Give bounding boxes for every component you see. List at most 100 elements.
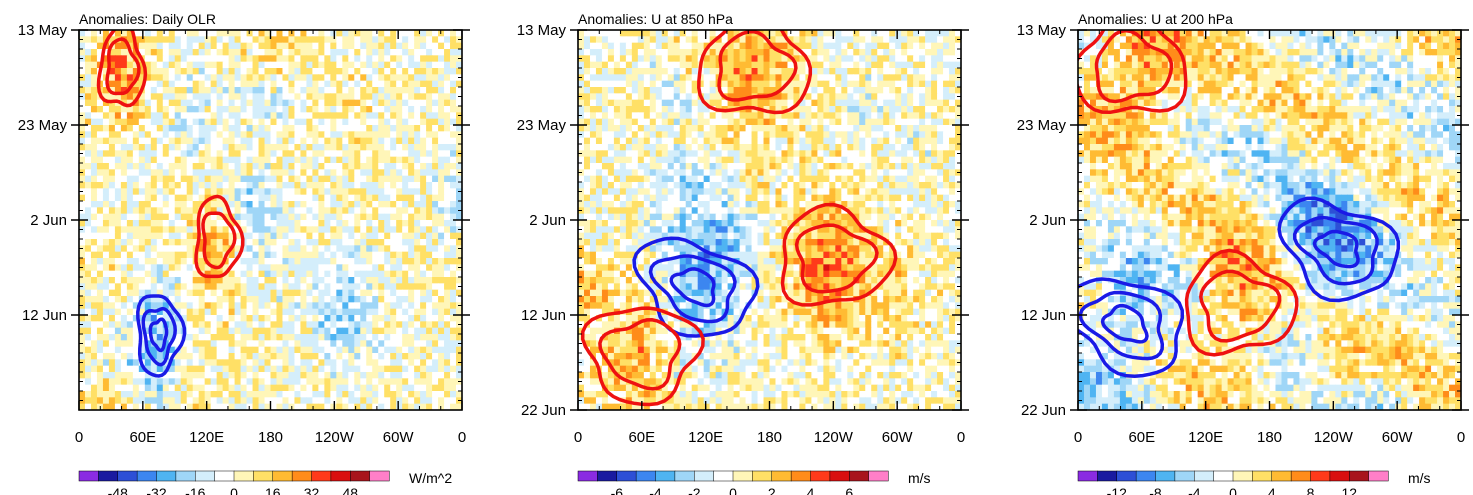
- heatmap-cell: [366, 93, 373, 101]
- heatmap-cell: [384, 175, 391, 183]
- heatmap-cell: [733, 42, 741, 50]
- heatmap-cell: [150, 49, 158, 56]
- heatmap-cell: [318, 30, 325, 37]
- colorbar-swatch: [311, 470, 332, 482]
- heatmap-cell: [372, 391, 379, 398]
- heatmap-cell: [132, 277, 140, 284]
- heatmap-cell: [390, 118, 397, 126]
- heatmap-cell: [228, 321, 236, 329]
- heatmap-cell: [216, 175, 224, 183]
- heatmap-cell: [222, 93, 230, 101]
- heatmap-cell: [174, 226, 182, 234]
- heatmap-cell: [228, 340, 236, 348]
- heatmap-cell: [739, 68, 747, 75]
- heatmap-cell: [330, 327, 337, 335]
- heatmap-cell: [204, 264, 212, 272]
- heatmap-cell: [414, 106, 421, 113]
- heatmap-cell: [420, 308, 427, 316]
- heatmap-cell: [342, 232, 349, 240]
- heatmap-cell: [342, 49, 349, 56]
- heatmap-cell: [823, 42, 830, 50]
- heatmap-cell: [162, 239, 170, 246]
- heatmap-cell: [408, 232, 415, 240]
- heatmap-cell: [877, 80, 884, 88]
- heatmap-cell: [360, 403, 367, 410]
- heatmap-cell: [312, 144, 319, 151]
- heatmap-cell: [102, 391, 110, 398]
- heatmap-cell: [114, 258, 122, 265]
- heatmap-cell: [601, 118, 609, 126]
- heatmap-cell: [186, 144, 194, 151]
- heatmap-cell: [126, 99, 134, 107]
- heatmap-cell: [667, 112, 675, 120]
- heatmap-cell: [366, 163, 373, 170]
- heatmap-cell: [240, 226, 248, 234]
- heatmap-cell: [432, 213, 439, 221]
- heatmap-cell: [318, 80, 325, 88]
- heatmap-cell: [144, 321, 152, 329]
- heatmap-cell: [372, 302, 379, 310]
- heatmap-cell: [372, 315, 379, 322]
- heatmap-cell: [619, 42, 627, 50]
- heatmap-cell: [366, 144, 373, 151]
- heatmap-cell: [769, 74, 777, 82]
- heatmap-cell: [871, 36, 878, 44]
- heatmap-cell: [246, 163, 254, 170]
- heatmap-cell: [817, 80, 824, 88]
- heatmap-cell: [96, 359, 104, 367]
- heatmap-cell: [589, 49, 597, 56]
- heatmap-cell: [174, 327, 182, 335]
- heatmap-cell: [330, 188, 337, 196]
- heatmap-cell: [432, 156, 439, 164]
- heatmap-cell: [877, 68, 884, 75]
- heatmap-cell: [144, 61, 152, 69]
- heatmap-cell: [180, 169, 188, 177]
- colorbar-swatch: [233, 470, 254, 482]
- heatmap-cell: [102, 384, 110, 392]
- heatmap-cell: [384, 30, 391, 37]
- heatmap-cell: [264, 68, 272, 75]
- heatmap-cell: [258, 144, 266, 151]
- heatmap-cell: [847, 93, 854, 101]
- heatmap-cell: [120, 296, 128, 303]
- heatmap-cell: [192, 334, 200, 341]
- heatmap-cell: [79, 384, 86, 392]
- heatmap-cell: [366, 213, 373, 221]
- heatmap-cell: [120, 359, 128, 367]
- heatmap-cell: [438, 137, 445, 145]
- heatmap-cell: [366, 346, 373, 354]
- heatmap-cell: [877, 93, 884, 101]
- heatmap-cell: [366, 353, 373, 360]
- heatmap-cell: [258, 131, 266, 139]
- heatmap-cell: [366, 30, 373, 37]
- heatmap-cell: [324, 308, 331, 316]
- heatmap-cell: [144, 270, 152, 278]
- heatmap-cell: [360, 213, 367, 221]
- heatmap-cell: [390, 93, 397, 101]
- heatmap-cell: [186, 359, 194, 367]
- heatmap-cell: [252, 201, 260, 208]
- heatmap-cell: [378, 112, 385, 120]
- heatmap-cell: [288, 353, 296, 360]
- heatmap-cell: [174, 232, 182, 240]
- heatmap-cell: [607, 118, 615, 126]
- heatmap-cell: [426, 296, 433, 303]
- heatmap-cell: [234, 391, 242, 398]
- heatmap-cell: [835, 112, 842, 120]
- heatmap-cell: [408, 36, 415, 44]
- heatmap-cell: [96, 270, 104, 278]
- heatmap-cell: [150, 391, 158, 398]
- heatmap-cell: [342, 156, 349, 164]
- heatmap-cell: [90, 334, 98, 341]
- heatmap-cell: [282, 403, 290, 410]
- heatmap-field: [79, 30, 462, 410]
- heatmap-cell: [667, 61, 675, 69]
- heatmap-cell: [589, 68, 597, 75]
- heatmap-cell: [162, 99, 170, 107]
- heatmap-cell: [282, 80, 290, 88]
- heatmap-cell: [306, 188, 313, 196]
- heatmap-cell: [384, 220, 391, 227]
- heatmap-cell: [282, 378, 290, 386]
- heatmap-cell: [300, 156, 307, 164]
